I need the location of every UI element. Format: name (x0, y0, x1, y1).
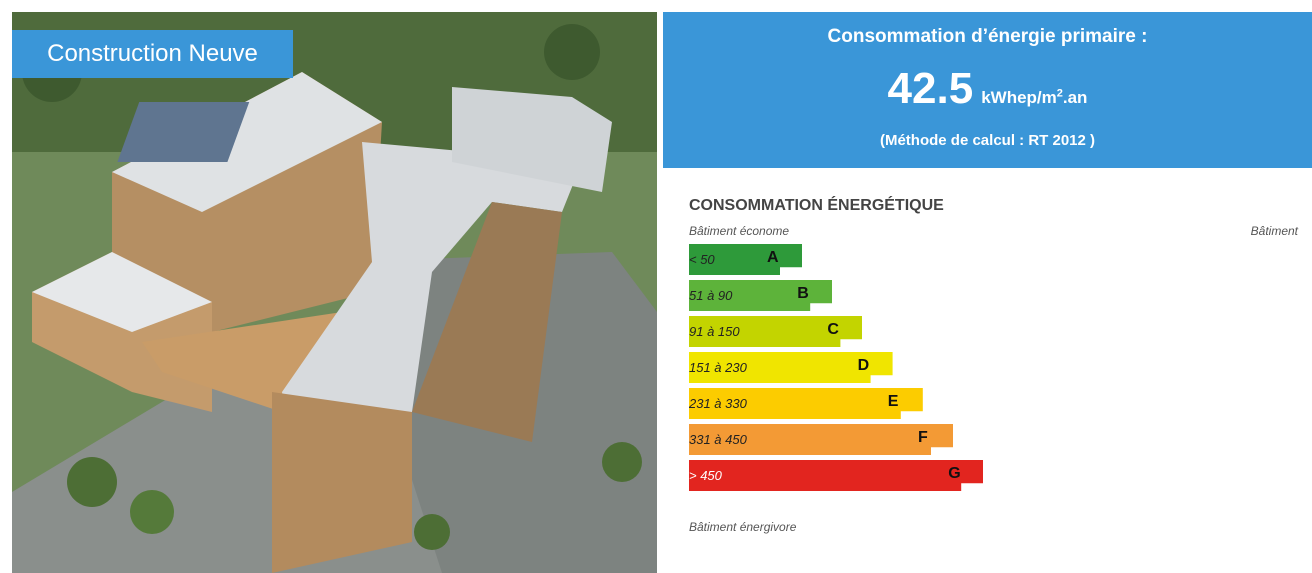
range-label: > 450 (689, 468, 722, 483)
class-letter: A (767, 249, 779, 267)
energy-bar: 51 à 90 B (689, 280, 832, 311)
caption: Construction Neuve (12, 30, 293, 78)
class-letter: B (797, 285, 809, 303)
class-letter: D (858, 357, 870, 375)
header-title: Consommation d’énergie primaire : (663, 26, 1312, 48)
page: {"image": {"caption": "Construction Neuv… (0, 0, 1312, 573)
energy-bar: < 50 A (689, 244, 802, 275)
unit-suffix: .an (1063, 88, 1088, 107)
class-letter: F (918, 429, 928, 447)
top-right-note: Bâtiment (1251, 224, 1298, 238)
range-label: < 50 (689, 252, 715, 267)
class-letter: G (948, 465, 960, 483)
class-letter: E (888, 393, 899, 411)
range-label: 151 à 230 (689, 360, 747, 375)
unit: kWhep/m2.an (981, 88, 1087, 107)
building-photo (12, 12, 657, 573)
energy-bar: 231 à 330 E (689, 388, 923, 419)
range-label: 231 à 330 (689, 396, 747, 411)
value: 42.5 (888, 64, 974, 113)
energy-bar: 91 à 150 C (689, 316, 862, 347)
method: (Méthode de calcul : RT 2012 ) (663, 132, 1312, 149)
range-label: 51 à 90 (689, 288, 732, 303)
header: Consommation d’énergie primaire : 42.5 kW… (663, 12, 1312, 168)
bottom-note: Bâtiment énergivore (689, 520, 796, 534)
energy-bar: 331 à 450 F (689, 424, 953, 455)
unit-text: kWhep/m (981, 88, 1057, 107)
label-title: CONSOMMATION ÉNERGÉTIQUE (689, 197, 944, 215)
energy-bar: > 450 G (689, 460, 983, 491)
top-left-note: Bâtiment économe (689, 224, 789, 238)
class-letter: C (827, 321, 839, 339)
energy-bar: 151 à 230 D (689, 352, 893, 383)
range-label: 91 à 150 (689, 324, 740, 339)
range-label: 331 à 450 (689, 432, 747, 447)
value-line: 42.5 kWhep/m2.an (663, 64, 1312, 114)
